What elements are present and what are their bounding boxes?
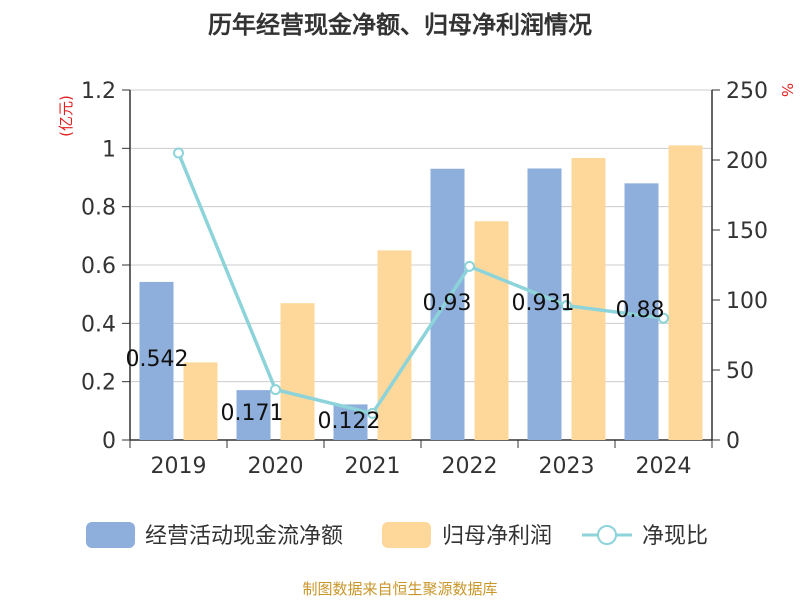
left-axis-unit: (亿元) bbox=[57, 95, 75, 137]
right-tick-label: 0 bbox=[726, 429, 740, 454]
legend-label-ratio: 净现比 bbox=[642, 524, 708, 549]
x-tick-label: 2021 bbox=[345, 454, 401, 479]
chart-title: 历年经营现金净额、归母净利润情况 bbox=[208, 11, 592, 39]
x-tick-label: 2023 bbox=[539, 454, 595, 479]
bar-net-profit bbox=[668, 145, 703, 440]
data-label: 0.122 bbox=[318, 409, 381, 434]
bar-net-profit bbox=[183, 362, 218, 440]
bars bbox=[139, 145, 703, 441]
bar-operating-cashflow bbox=[624, 183, 659, 441]
x-tick-label: 2022 bbox=[442, 454, 498, 479]
left-tick-label: 1 bbox=[102, 137, 116, 162]
right-tick-label: 200 bbox=[726, 149, 768, 174]
bar-net-profit bbox=[474, 221, 509, 440]
legend-label-net-profit: 归母净利润 bbox=[442, 524, 552, 549]
ratio-point bbox=[561, 300, 572, 312]
data-label: 0.93 bbox=[423, 291, 472, 316]
bar-operating-cashflow bbox=[139, 281, 174, 440]
ratio-series-line bbox=[176, 152, 664, 416]
left-tick-label: 0.4 bbox=[81, 312, 116, 337]
data-label: 0.931 bbox=[512, 291, 575, 316]
x-tick-label: 2019 bbox=[151, 454, 207, 479]
legend-swatch-operating-cashflow bbox=[86, 522, 135, 548]
left-tick-label: 0.8 bbox=[81, 196, 116, 221]
bar-net-profit bbox=[280, 303, 315, 440]
x-tick-label: 2024 bbox=[636, 454, 692, 479]
legend-marker-ratio bbox=[597, 525, 617, 545]
source-note: 制图数据来自恒生聚源数据库 bbox=[302, 580, 497, 598]
bar-operating-cashflow bbox=[430, 168, 465, 440]
bar-operating-cashflow bbox=[527, 168, 562, 441]
right-tick-label: 100 bbox=[726, 289, 768, 314]
right-tick-label: 250 bbox=[726, 79, 768, 104]
ratio-point bbox=[658, 312, 669, 324]
data-label: 0.542 bbox=[126, 347, 189, 372]
right-tick-label: 50 bbox=[726, 359, 754, 384]
bar-net-profit bbox=[571, 157, 606, 441]
axes: 0 0.2 0.4 0.6 0.8 1 1.2 0 50 100 150 200 250 2019 2020… bbox=[81, 79, 768, 479]
x-tick-label: 2020 bbox=[248, 454, 304, 479]
bar-net-profit bbox=[377, 250, 412, 440]
right-axis-unit: % bbox=[778, 83, 796, 97]
ratio-point bbox=[367, 407, 378, 419]
ratio-point bbox=[173, 147, 184, 159]
gridlines bbox=[130, 89, 712, 383]
left-tick-label: 0 bbox=[102, 429, 116, 454]
ratio-line bbox=[173, 147, 669, 419]
ratio-point bbox=[270, 384, 281, 396]
bar-operating-cashflow bbox=[236, 390, 271, 440]
legend-label-operating-cashflow: 经营活动现金流净额 bbox=[145, 524, 343, 549]
data-label: 0.171 bbox=[221, 401, 284, 426]
left-tick-label: 0.2 bbox=[81, 371, 116, 396]
ratio-point bbox=[464, 260, 475, 272]
left-tick-label: 0.6 bbox=[81, 254, 116, 279]
data-label: 0.88 bbox=[616, 298, 665, 323]
data-labels: 0.542 0.171 0.122 0.93 0.931 0.88 bbox=[126, 291, 665, 434]
right-tick-label: 150 bbox=[726, 219, 768, 244]
legend-swatch-net-profit bbox=[382, 522, 431, 548]
left-tick-label: 1.2 bbox=[81, 79, 116, 104]
legend: 经营活动现金流净额 归母净利润 净现比 bbox=[86, 522, 708, 549]
